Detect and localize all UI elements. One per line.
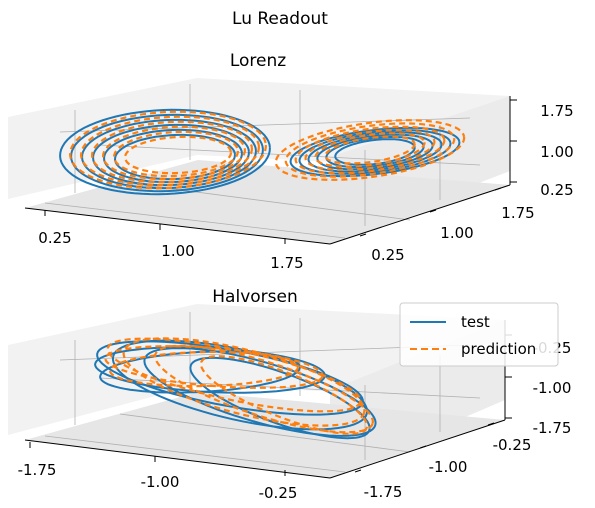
halvorsen-prediction-loop bbox=[199, 355, 369, 435]
lorenz-prediction-loop bbox=[294, 125, 446, 175]
lorenz-y-tick-label: 1.75 bbox=[501, 204, 534, 222]
halvorsen-z-tick-label: -1.00 bbox=[533, 379, 572, 397]
lorenz-z-tick-label: 1.00 bbox=[540, 143, 573, 161]
halvorsen-y-tickmark bbox=[354, 469, 362, 473]
legend-test-label: test bbox=[461, 313, 490, 331]
lorenz-x-tick-label: 1.00 bbox=[161, 242, 194, 260]
lorenz-y-axis bbox=[329, 184, 511, 245]
lorenz-x-tick-label: 1.75 bbox=[270, 254, 303, 272]
lorenz-y-tickmark bbox=[359, 233, 367, 237]
lorenz-x-tick-label: 0.25 bbox=[38, 229, 71, 247]
halvorsen-y-tick-label: -1.75 bbox=[364, 483, 403, 501]
lorenz-y-tickmark bbox=[494, 187, 502, 191]
suptitle: Lu Readout bbox=[232, 9, 328, 29]
lorenz-test-loop bbox=[316, 133, 434, 171]
lorenz-prediction-loop bbox=[101, 125, 246, 181]
halvorsen-back-pane bbox=[8, 304, 505, 435]
lorenz-z-tick-label: 1.75 bbox=[540, 102, 573, 120]
halvorsen-prediction-loop bbox=[108, 350, 300, 388]
lorenz-z-tick-label: 0.25 bbox=[540, 181, 573, 199]
legend-box bbox=[399, 302, 559, 367]
lorenz-prediction-loop bbox=[79, 115, 260, 187]
halvorsen-z-tick-label: -1.75 bbox=[533, 419, 572, 437]
lorenz-prediction-loop bbox=[90, 120, 253, 184]
halvorsen-y-tick-label: -0.25 bbox=[493, 436, 532, 454]
halvorsen-prediction-loop bbox=[122, 337, 366, 427]
lorenz-test-loop bbox=[113, 133, 236, 181]
lorenz-x-axis bbox=[24, 207, 331, 245]
lorenz-prediction-loop bbox=[284, 122, 456, 178]
lorenz-plot: Lorenz 0.25 1.00 1.75 bbox=[8, 51, 574, 272]
halvorsen-prediction-loop bbox=[153, 344, 375, 434]
halvorsen-y-axis bbox=[329, 419, 506, 479]
halvorsen-prediction-series bbox=[104, 337, 375, 435]
halvorsen-y-tickmark bbox=[419, 445, 427, 449]
lorenz-prediction-loop bbox=[68, 110, 267, 190]
legend-prediction-label: prediction bbox=[461, 340, 536, 358]
halvorsen-plot: Halvorsen -1.75 -1.00 -0.25 -1.75 -1.00 bbox=[8, 287, 571, 502]
lorenz-prediction-loop bbox=[123, 135, 232, 175]
halvorsen-x-tick-label: -1.00 bbox=[141, 473, 180, 491]
lorenz-y-tickmark bbox=[429, 209, 437, 213]
lorenz-prediction-series bbox=[68, 110, 466, 190]
halvorsen-y-tickmark bbox=[487, 422, 495, 426]
halvorsen-title: Halvorsen bbox=[212, 287, 297, 307]
halvorsen-x-tick-label: -0.25 bbox=[259, 484, 298, 502]
halvorsen-y-tick-label: -1.00 bbox=[429, 458, 468, 476]
lorenz-prediction-loop bbox=[304, 128, 436, 172]
lorenz-title: Lorenz bbox=[230, 51, 286, 71]
lorenz-prediction-loop bbox=[112, 130, 239, 178]
lorenz-prediction-loop bbox=[314, 132, 426, 168]
halvorsen-x-axis bbox=[24, 439, 331, 479]
lorenz-y-tick-label: 1.00 bbox=[440, 224, 473, 242]
legend: test prediction bbox=[399, 302, 559, 367]
halvorsen-x-tick-label: -1.75 bbox=[18, 461, 57, 479]
lorenz-test-loop bbox=[59, 108, 271, 196]
lorenz-prediction-loop bbox=[274, 119, 466, 181]
lorenz-y-tick-label: 0.25 bbox=[371, 246, 404, 264]
halvorsen-floor-pane bbox=[25, 392, 505, 478]
